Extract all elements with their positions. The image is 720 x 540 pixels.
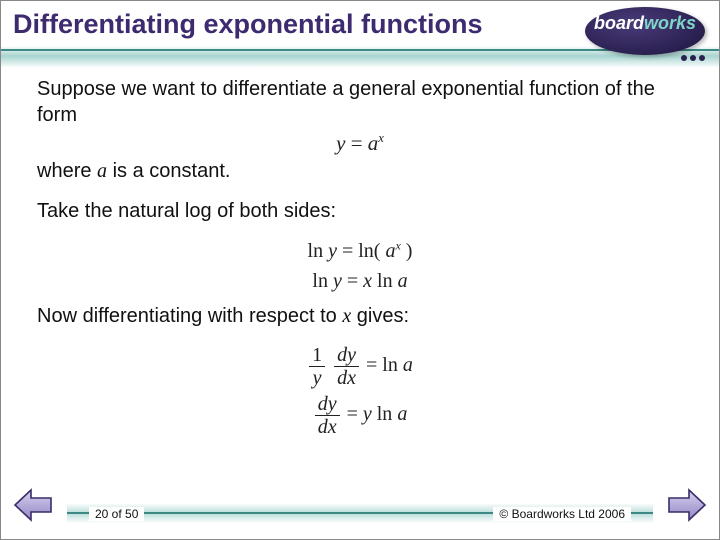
slide: Differentiating exponential functions bo… xyxy=(0,0,720,540)
where-post: is a constant. xyxy=(107,160,230,182)
intro-para: Suppose we want to differentiate a gener… xyxy=(37,77,683,185)
where-pre: where xyxy=(37,160,97,182)
page-counter: 20 of 50 xyxy=(89,507,144,521)
logo-text: boardworks xyxy=(585,13,705,34)
eq-diff-1: 1y dydx = ln a xyxy=(37,344,683,389)
logo: boardworks xyxy=(581,5,711,63)
equation-y-eq-ax: y = ax xyxy=(37,130,683,157)
next-button[interactable] xyxy=(667,488,707,527)
header: Differentiating exponential functions bo… xyxy=(1,1,719,67)
eq-ln-1: ln y = ln( ax ) xyxy=(37,238,683,264)
step-diff: Now differentiating with respect to x gi… xyxy=(37,304,683,330)
step-ln: Take the natural log of both sides: xyxy=(37,199,683,225)
eq-ln-2: ln y = x ln a xyxy=(37,269,683,295)
eq-diff-2: dydx = y ln a xyxy=(37,393,683,438)
prev-button[interactable] xyxy=(13,488,53,527)
logo-dots-icon xyxy=(681,55,705,61)
logo-word-1: board xyxy=(594,13,644,33)
diff-post: gives: xyxy=(351,305,409,327)
intro-text: Suppose we want to differentiate a gener… xyxy=(37,78,655,126)
arrow-left-icon xyxy=(13,488,53,522)
step-ln-text: Take the natural log of both sides: xyxy=(37,200,336,222)
equation-ln-block: ln y = ln( ax ) ln y = x ln a xyxy=(37,238,683,294)
arrow-right-icon xyxy=(667,488,707,522)
equation-diff-block: 1y dydx = ln a dydx = y ln a xyxy=(37,344,683,438)
copyright: © Boardworks Ltd 2006 xyxy=(493,507,631,521)
content: Suppose we want to differentiate a gener… xyxy=(1,67,719,438)
footer: 20 of 50 © Boardworks Ltd 2006 xyxy=(1,491,719,527)
logo-word-2: works xyxy=(644,13,696,33)
diff-var: x xyxy=(342,305,351,327)
diff-pre: Now differentiating with respect to xyxy=(37,305,342,327)
where-var: a xyxy=(97,160,107,182)
